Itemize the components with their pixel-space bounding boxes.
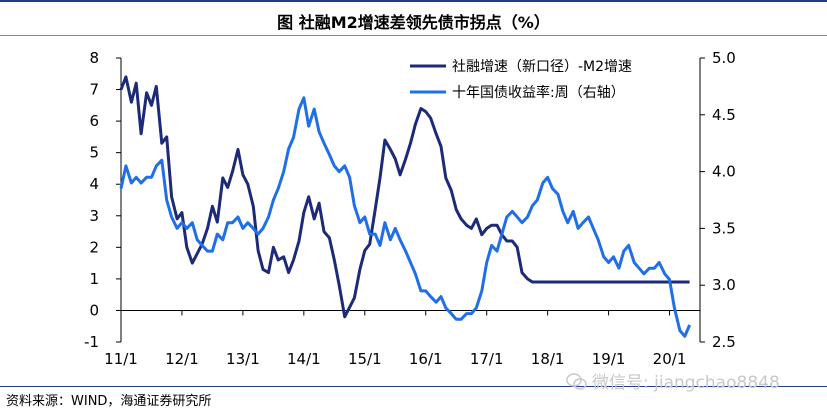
chart-title: 图 社融M2增速差领先债市拐点（%）	[277, 13, 550, 32]
x-axis-tick-label: 19/1	[592, 350, 626, 368]
axes-group: -1 0 1 2 3 4 5 6 7 8 2.5 3.0 3.5 4.0 4.5 5.0 11/1 12/1 13/…	[84, 49, 736, 368]
x-axis-tick-label: 20/1	[653, 350, 687, 368]
right-axis-tick-label: 4.0	[712, 163, 736, 181]
dual-axis-line-chart: -1 0 1 2 3 4 5 6 7 8 2.5 3.0 3.5 4.0 4.5 5.0 11/1 12/1 13/…	[84, 49, 736, 368]
left-axis-tick-label: 5	[89, 144, 99, 162]
bottom-rule	[0, 386, 827, 387]
left-axis-tick-label: 0	[89, 301, 99, 319]
source-note: 资料来源：WIND，海通证券研究所	[6, 394, 212, 409]
left-axis-tick-label: 4	[89, 175, 99, 193]
right-axis-tick-label: 5.0	[712, 49, 736, 67]
right-axis-tick-label: 3.5	[712, 219, 736, 237]
watermark-text: 微信号: jiangchao8848	[592, 373, 780, 393]
x-axis-tick-label: 17/1	[470, 350, 504, 368]
left-axis-tick-label: 8	[89, 49, 99, 67]
left-axis-tick-label: 2	[89, 238, 99, 256]
left-axis-tick-label: 1	[89, 270, 99, 288]
watermark: 微信号: jiangchao8848	[566, 368, 780, 393]
left-axis-tick-label: -1	[84, 333, 99, 351]
legend-label: 十年国债收益率:周（右轴）	[452, 84, 625, 101]
x-axis-tick-label: 14/1	[287, 350, 321, 368]
series-lines-group	[119, 75, 691, 338]
left-axis-tick-label: 7	[89, 81, 99, 99]
x-axis-tick-label: 13/1	[226, 350, 260, 368]
right-axis-tick-label: 2.5	[712, 333, 736, 351]
wechat-icon	[566, 373, 587, 390]
right-axis-tick-label: 3.0	[712, 276, 736, 294]
x-axis-tick-label: 16/1	[409, 350, 443, 368]
right-axis-tick-label: 4.5	[712, 106, 736, 124]
series-line-sf-m2-gap	[119, 75, 690, 319]
title-bar: 图 社融M2增速差领先债市拐点（%）	[0, 0, 827, 36]
left-axis-tick-label: 6	[89, 112, 99, 130]
x-axis-tick-label: 15/1	[348, 350, 382, 368]
series-line-10y-yield	[119, 96, 691, 338]
x-axis-tick-label: 12/1	[165, 350, 199, 368]
x-axis-tick-label: 18/1	[531, 350, 565, 368]
legend-label: 社融增速（新口径）-M2增速	[452, 59, 632, 75]
left-axis-tick-label: 3	[89, 207, 99, 225]
x-axis-tick-label: 11/1	[104, 350, 138, 368]
